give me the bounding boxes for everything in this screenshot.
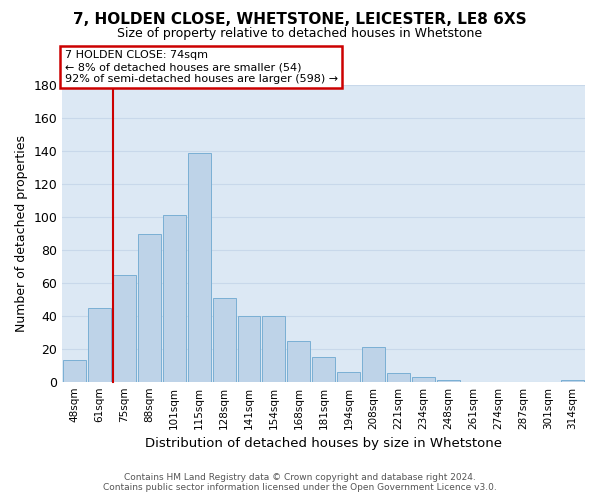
Bar (561, 380, 584, 382)
X-axis label: Distribution of detached houses by size in Whetstone: Distribution of detached houses by size … (145, 437, 502, 450)
Bar (387, 374, 410, 382)
Bar (163, 216, 186, 382)
Bar (262, 316, 286, 382)
Bar (312, 357, 335, 382)
Bar (88, 308, 111, 382)
Bar (63, 360, 86, 382)
Bar (212, 298, 236, 382)
Bar (188, 153, 211, 382)
Bar (362, 347, 385, 382)
Bar (113, 274, 136, 382)
Bar (337, 372, 360, 382)
Bar (412, 376, 434, 382)
Text: 7, HOLDEN CLOSE, WHETSTONE, LEICESTER, LE8 6XS: 7, HOLDEN CLOSE, WHETSTONE, LEICESTER, L… (73, 12, 527, 28)
Y-axis label: Number of detached properties: Number of detached properties (15, 135, 28, 332)
Bar (287, 340, 310, 382)
Bar (437, 380, 460, 382)
Text: Size of property relative to detached houses in Whetstone: Size of property relative to detached ho… (118, 28, 482, 40)
Bar (138, 234, 161, 382)
Bar (238, 316, 260, 382)
Text: 7 HOLDEN CLOSE: 74sqm
← 8% of detached houses are smaller (54)
92% of semi-detac: 7 HOLDEN CLOSE: 74sqm ← 8% of detached h… (65, 50, 338, 84)
Text: Contains HM Land Registry data © Crown copyright and database right 2024.
Contai: Contains HM Land Registry data © Crown c… (103, 473, 497, 492)
